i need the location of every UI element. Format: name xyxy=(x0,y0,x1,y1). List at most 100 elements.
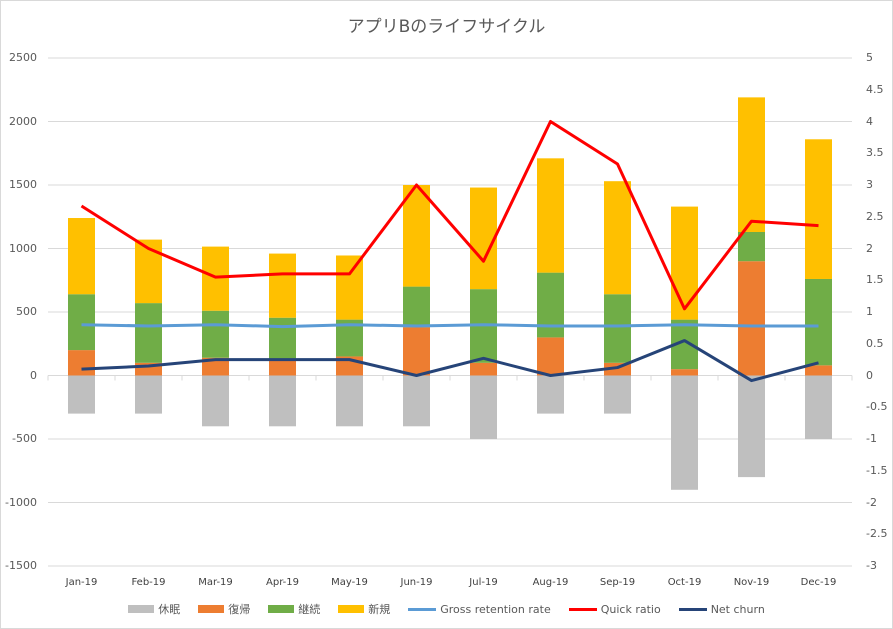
bar-segment xyxy=(403,327,430,376)
y2-tick-label: 4 xyxy=(866,114,873,128)
bar-segment xyxy=(537,158,564,273)
y2-tick-label: 3 xyxy=(866,178,873,191)
y-tick-label: -1500 xyxy=(5,559,37,572)
x-tick-label: Jul-19 xyxy=(469,577,498,588)
bar-segment xyxy=(805,278,832,366)
bar-segment xyxy=(68,218,95,295)
bar-segment xyxy=(68,294,95,351)
legend-item: Net churn xyxy=(678,601,765,617)
legend-item: 継続 xyxy=(268,601,320,617)
y2-tick-label: 1 xyxy=(866,305,873,318)
legend-label: 復帰 xyxy=(228,603,251,616)
y-tick-label: 1000 xyxy=(9,241,37,255)
chart-title: アプリBのライフサイクル xyxy=(347,17,546,37)
bar-segment xyxy=(604,294,631,363)
legend-label: Net churn xyxy=(710,602,765,616)
y2-tick-label: -2 xyxy=(866,495,877,509)
y2-tick-label: 3.5 xyxy=(866,146,884,160)
y-tick-label: 1500 xyxy=(9,178,37,191)
bar-segment xyxy=(470,375,497,439)
bar-segment xyxy=(738,231,765,262)
x-tick-label: Apr-19 xyxy=(266,577,299,588)
legend-swatch xyxy=(268,605,295,613)
bar-segment xyxy=(671,369,698,376)
bar-segment xyxy=(135,375,162,414)
bar-segment xyxy=(537,375,564,414)
legend-label: 新規 xyxy=(368,603,391,616)
y2-tick-label: 1.5 xyxy=(866,273,884,287)
bar-segment xyxy=(269,360,296,376)
y2-tick-label: -1.5 xyxy=(866,463,888,477)
y2-tick-label: 2.5 xyxy=(866,209,884,223)
y-tick-label: 2500 xyxy=(9,51,37,64)
x-tick-label: Jan-19 xyxy=(65,577,98,588)
bar-segment xyxy=(671,375,698,490)
x-tick-label: Oct-19 xyxy=(667,577,702,588)
legend-item: Quick ratio xyxy=(568,601,661,617)
legend-swatch xyxy=(128,605,155,613)
legend-swatch xyxy=(678,607,707,611)
bar-segment xyxy=(738,375,765,478)
y-tick-label: -500 xyxy=(12,432,37,445)
bar-segment xyxy=(336,375,363,427)
bar-segment xyxy=(202,357,229,376)
legend-label: 休眠 xyxy=(158,603,181,616)
legend-item: 新規 xyxy=(338,601,390,617)
bar-segment xyxy=(604,375,631,414)
bar-segment xyxy=(135,239,162,304)
y2-tick-label: -1 xyxy=(866,432,877,445)
bar-segment xyxy=(537,337,564,376)
bar-segment xyxy=(336,255,363,320)
y-tick-label: 2000 xyxy=(9,114,37,128)
x-tick-label: Nov-19 xyxy=(733,577,770,588)
bar-segment xyxy=(470,187,497,290)
y2-tick-label: 0.5 xyxy=(866,336,884,350)
bar-segment xyxy=(403,185,430,287)
y-tick-label: -1000 xyxy=(5,495,37,509)
y2-tick-label: 4.5 xyxy=(866,82,884,96)
legend-item: 復帰 xyxy=(198,601,250,617)
legend-swatch xyxy=(338,605,365,613)
y-tick-label: 500 xyxy=(16,305,37,318)
x-tick-label: Mar-19 xyxy=(198,577,233,588)
bar-segment xyxy=(537,272,564,338)
legend: 休眠 復帰 継続 新規 Gross retention rate Quick ratio N… xyxy=(0,601,893,617)
y2-tick-label: -0.5 xyxy=(866,400,888,414)
y-tick-label: 0 xyxy=(30,368,37,382)
bar-segment xyxy=(671,206,698,320)
x-tick-label: Aug-19 xyxy=(532,577,569,588)
x-tick-label: Feb-19 xyxy=(131,577,166,588)
bar-segment xyxy=(202,375,229,427)
line-series xyxy=(81,339,819,383)
bar-segment xyxy=(269,375,296,427)
legend-item: Gross retention rate xyxy=(408,601,551,617)
legend-item: 休眠 xyxy=(128,601,180,617)
bar-segment xyxy=(805,139,832,279)
bar-segment xyxy=(202,246,229,311)
y2-tick-label: -2.5 xyxy=(866,527,888,541)
y2-tick-label: 0 xyxy=(866,368,873,382)
y2-tick-label: 2 xyxy=(866,241,873,255)
line-series xyxy=(80,120,819,311)
legend-label: Quick ratio xyxy=(600,602,661,616)
bar-segment xyxy=(604,181,631,295)
line-series xyxy=(81,323,819,329)
bar-segment xyxy=(403,286,430,328)
bar-segment xyxy=(805,365,832,376)
legend-swatch xyxy=(408,607,437,611)
bar-segment xyxy=(403,375,430,427)
x-tick-label: May-19 xyxy=(331,577,368,588)
x-tick-label: Sep-19 xyxy=(599,577,636,588)
bar-segment xyxy=(805,375,832,439)
x-tick-label: Dec-19 xyxy=(800,577,837,588)
y2-tick-label: 5 xyxy=(866,51,873,64)
x-tick-label: Jun-19 xyxy=(400,577,433,588)
bar-segment xyxy=(68,375,95,414)
legend-label: 継続 xyxy=(298,603,321,616)
y2-tick-label: -3 xyxy=(866,559,877,572)
bar-segment xyxy=(68,350,95,376)
legend-label: Gross retention rate xyxy=(440,602,551,616)
bar-segment xyxy=(269,317,296,361)
bar-segment xyxy=(738,261,765,376)
